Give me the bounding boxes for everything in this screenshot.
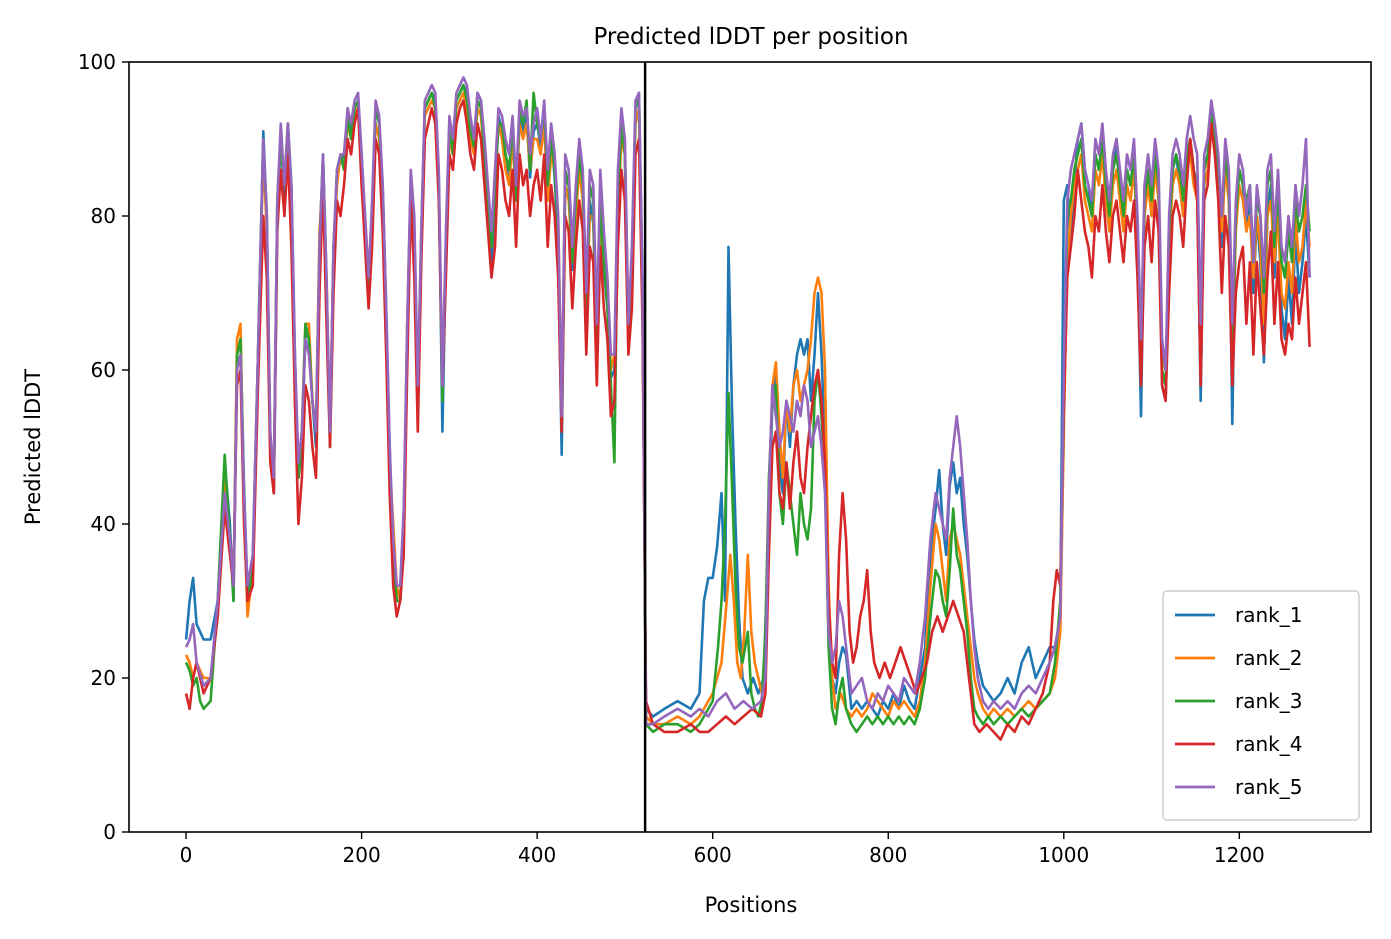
x-tick-label: 0 xyxy=(180,843,193,867)
x-tick-label: 600 xyxy=(694,843,732,867)
legend-label: rank_4 xyxy=(1235,732,1302,756)
chart-title: Predicted lDDT per position xyxy=(593,24,908,50)
x-tick-label: 200 xyxy=(343,843,381,867)
x-tick-label: 1200 xyxy=(1214,843,1265,867)
legend-label: rank_5 xyxy=(1235,775,1302,799)
y-axis: 0 20 40 60 80 100 xyxy=(78,50,129,844)
y-tick-label: 0 xyxy=(103,820,116,844)
legend-label: rank_2 xyxy=(1235,646,1302,670)
y-tick-label: 100 xyxy=(78,50,116,74)
y-tick-label: 40 xyxy=(91,512,116,536)
y-tick-label: 20 xyxy=(91,666,116,690)
series-line-rank-5 xyxy=(184,76,1311,726)
plot-frame xyxy=(128,61,1372,833)
x-axis: 0 200 400 600 800 1000 1200 xyxy=(180,832,1265,867)
x-axis-label: Positions xyxy=(705,893,798,917)
legend-box xyxy=(1162,590,1360,821)
series-layer xyxy=(184,76,1311,741)
legend-label: rank_1 xyxy=(1235,603,1302,627)
y-tick-label: 60 xyxy=(91,358,116,382)
x-tick-label: 400 xyxy=(518,843,556,867)
y-tick-label: 80 xyxy=(91,204,116,228)
legend: rank_1 rank_2 rank_3 rank_4 rank_5 xyxy=(1162,590,1360,821)
x-tick-label: 800 xyxy=(869,843,907,867)
y-axis-label: Predicted lDDT xyxy=(21,369,45,525)
series-line-rank-4 xyxy=(184,99,1311,741)
x-tick-label: 1000 xyxy=(1038,843,1089,867)
legend-label: rank_3 xyxy=(1235,689,1302,713)
